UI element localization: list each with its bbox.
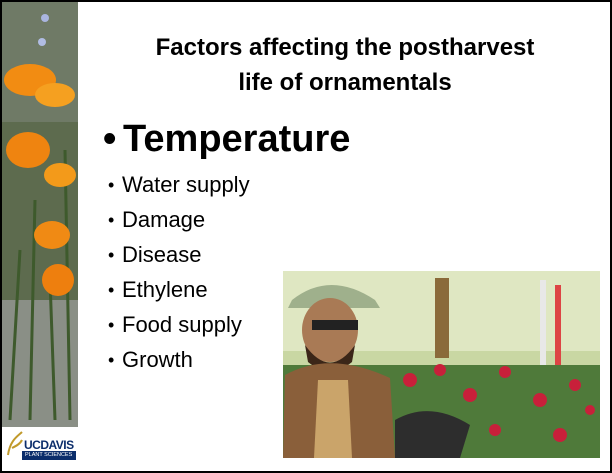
bullet-text: Food supply (122, 312, 242, 338)
bullet-dot: • (108, 242, 114, 268)
bullet-dot: • (108, 347, 114, 373)
slide-title: Factors affecting the postharvest (90, 34, 600, 62)
bullet-dot: • (108, 172, 114, 198)
bullet-text: Damage (122, 207, 205, 233)
slide-title: life of ornamentals (90, 69, 600, 97)
logo-department: PLANT SCIENCES (25, 452, 72, 458)
bullet-text: Growth (122, 347, 193, 373)
bullet-text: Disease (122, 242, 201, 268)
flower-strip (2, 2, 78, 427)
bullet-text: Ethylene (122, 277, 208, 303)
slide-page: Factors affecting the postharvest life o… (0, 0, 612, 473)
logo-name: UCDAVIS (24, 438, 74, 452)
bullet-dot: • (103, 118, 116, 161)
greenhouse-photo (283, 271, 600, 458)
bullet-dot: • (108, 207, 114, 233)
bullet-dot: • (108, 312, 114, 338)
main-bullet-text: Temperature (123, 118, 350, 161)
bullet-dot: • (108, 277, 114, 303)
bullet-text: Water supply (122, 172, 250, 198)
